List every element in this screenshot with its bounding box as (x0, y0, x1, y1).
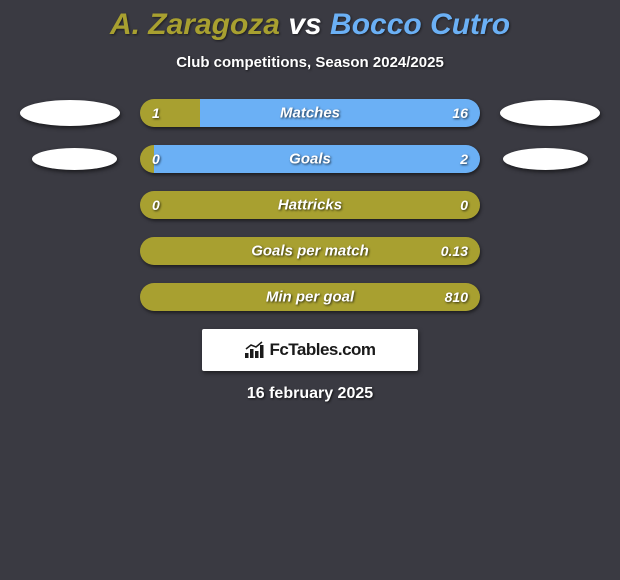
stat-row: Goals per match 0.13 (0, 237, 620, 265)
stat-bar: Hattricks 0 0 (140, 191, 480, 219)
stats-rows: Matches 1 16 Goals 0 2 Hattricks 0 0 Goals per ma… (0, 99, 620, 311)
badge-text: FcTables.com (269, 340, 375, 360)
stat-row: Matches 1 16 (0, 99, 620, 127)
stat-bar: Goals per match 0.13 (140, 237, 480, 265)
avatar-slot-right (480, 100, 610, 126)
stat-row: Min per goal 810 (0, 283, 620, 311)
stat-row: Hattricks 0 0 (0, 191, 620, 219)
avatar-slot-right (480, 148, 610, 170)
badge-logo: FcTables.com (244, 340, 375, 360)
comparison-infographic: A. Zaragoza vs Bocco Cutro Club competit… (0, 0, 620, 403)
avatar-slot-left (10, 148, 140, 170)
stat-value-left: 0 (152, 151, 160, 167)
avatar (503, 148, 588, 170)
stat-label: Goals per match (251, 243, 369, 260)
page-title: A. Zaragoza vs Bocco Cutro (0, 8, 620, 42)
stat-label: Hattricks (278, 197, 342, 214)
stat-label: Matches (280, 105, 340, 122)
avatar (500, 100, 600, 126)
stat-value-left: 0 (152, 197, 160, 213)
stat-label: Goals (289, 151, 331, 168)
subtitle: Club competitions, Season 2024/2025 (0, 54, 620, 71)
stat-value-left: 1 (152, 105, 160, 121)
stat-row: Goals 0 2 (0, 145, 620, 173)
player2-name: Bocco Cutro (330, 8, 510, 41)
avatar (20, 100, 120, 126)
avatar (32, 148, 117, 170)
stat-value-right: 0 (460, 197, 468, 213)
stat-value-right: 810 (445, 289, 468, 305)
stat-bar: Min per goal 810 (140, 283, 480, 311)
player1-name: A. Zaragoza (110, 8, 280, 41)
stat-value-right: 16 (452, 105, 468, 121)
avatar-slot-left (10, 100, 140, 126)
stat-value-right: 0.13 (441, 243, 468, 259)
stat-value-right: 2 (460, 151, 468, 167)
title-vs: vs (288, 8, 321, 41)
stat-bar: Matches 1 16 (140, 99, 480, 127)
stat-label: Min per goal (266, 289, 354, 306)
source-badge: FcTables.com (202, 329, 418, 371)
chart-icon (244, 341, 266, 359)
bar-segment-left (140, 99, 200, 127)
stat-bar: Goals 0 2 (140, 145, 480, 173)
date-label: 16 february 2025 (0, 385, 620, 403)
